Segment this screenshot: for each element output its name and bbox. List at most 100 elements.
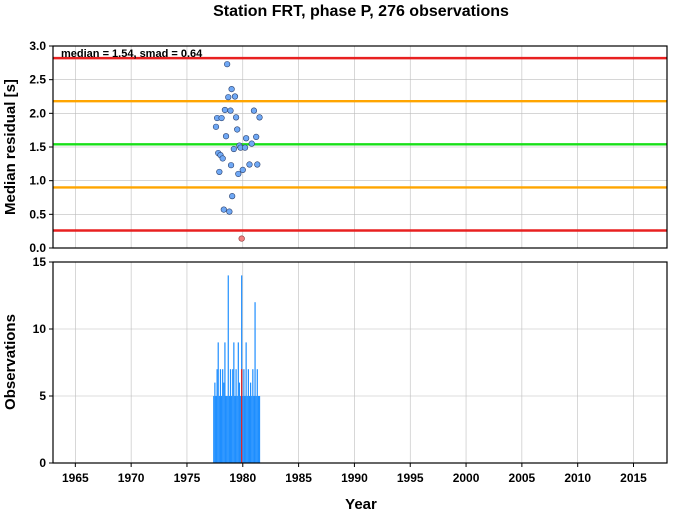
observation-bar [219,369,222,463]
year-tick-label: 1990 [341,471,368,485]
residual-point [216,168,223,176]
observations-y-tick-label: 0 [39,456,46,470]
observations-y-axis-label: Observations [2,314,19,410]
observation-bar [236,396,238,463]
observation-bar [256,369,258,463]
observation-bar [213,396,215,463]
observation-bar [220,396,223,463]
observation-bar [231,396,233,463]
year-tick-label: 2010 [564,471,591,485]
residual-point [230,145,237,153]
residual-point [253,133,260,140]
residual-point [246,161,253,168]
observation-bar [258,396,261,463]
residual-point [248,140,255,147]
residual-y-ticks: 0.0 0.5 1.0 1.5 2.0 2.5 3.0 [29,39,53,255]
residual-point [228,85,235,93]
observation-bar [239,396,242,463]
residual-point [222,133,230,140]
observation-bar [246,396,248,463]
year-tick-label: 1965 [62,471,89,485]
observation-bar [244,396,246,463]
residual-point [218,114,225,122]
year-tick-label: 1970 [118,471,145,485]
observation-bar [237,342,239,463]
residual-y-tick-label: 1.5 [29,140,46,154]
observation-bar [257,396,260,463]
observation-bar [255,396,257,463]
residual-point [227,107,234,114]
observations-grid [53,261,667,464]
residual-point [212,123,220,130]
residual-point [227,162,235,169]
residual-point [254,161,261,168]
observation-bar [247,369,249,463]
observation-bar [248,396,251,463]
residual-y-tick-label: 0.0 [29,241,46,255]
observation-bar [214,382,216,463]
observation-bar [254,302,256,463]
observation-bar [227,275,229,463]
year-tick-label: 2000 [453,471,480,485]
observation-bar [252,369,254,463]
observation-bar [229,369,232,463]
median-annotation: median = 1.54, smad = 0.64 [61,48,203,60]
residual-point [250,107,258,114]
observation-bar [225,396,227,463]
year-x-ticks: 1965 1970 1975 1980 1985 1990 1995 2000 2005 2010… [62,463,647,485]
residual-point [224,61,231,68]
residual-y-tick-label: 2.5 [29,73,46,87]
observations-y-tick-label: 15 [33,255,47,269]
residual-y-axis-label: Median residual [s] [2,79,19,215]
observation-bar [222,369,224,463]
observations-y-tick-label: 10 [33,322,47,336]
observation-bars [213,275,261,463]
year-tick-label: 2015 [620,471,647,485]
observations-panel: 0 5 10 15 1965 1970 1975 1980 1985 1990 1995 2000 2… [2,255,668,511]
residual-y-tick-label: 1.0 [29,174,46,188]
outlier-point [238,235,245,242]
residual-grid [53,45,667,249]
observation-bar [235,369,237,463]
observation-bar [223,382,225,463]
year-tick-label: 1975 [174,471,201,485]
residual-point [226,208,233,215]
year-tick-label: 1980 [229,471,256,485]
residual-y-tick-label: 2.0 [29,106,46,120]
observations-y-tick-label: 5 [39,389,46,403]
residual-y-tick-label: 0.5 [29,207,46,221]
residual-point [239,166,246,173]
observation-bar [234,396,236,463]
observations-y-ticks: 0 5 10 15 [33,255,53,470]
year-tick-label: 2005 [509,471,536,485]
observation-bar [218,396,220,463]
residual-point [219,155,226,162]
observations-plot-frame [52,261,668,464]
observation-bar [228,396,230,463]
observation-bar [216,369,218,463]
observation-bar [224,342,226,463]
residual-panel: 0.0 0.5 1.0 1.5 2.0 2.5 3.0 median = 1.54, sma… [2,39,668,255]
reference-lines [53,56,667,232]
residual-point [241,144,249,151]
observation-bar [251,396,253,463]
observation-bar [215,396,217,463]
x-axis-label: Year [345,496,377,511]
observation-bar [249,382,252,463]
residual-y-tick-label: 3.0 [29,39,46,53]
residual-point [234,126,241,133]
residual-point [231,93,239,100]
residual-point [229,193,236,200]
observation-bar [238,382,241,463]
year-tick-label: 1995 [397,471,424,485]
highlight-bar [241,369,243,463]
residual-point [235,170,242,178]
observation-bar [233,342,235,463]
residual-point [225,94,232,101]
observation-bar [232,369,234,463]
residual-points [212,61,263,242]
residual-point [232,114,240,121]
residual-point [243,135,250,142]
residual-point [221,106,229,114]
observation-bar [226,396,228,463]
